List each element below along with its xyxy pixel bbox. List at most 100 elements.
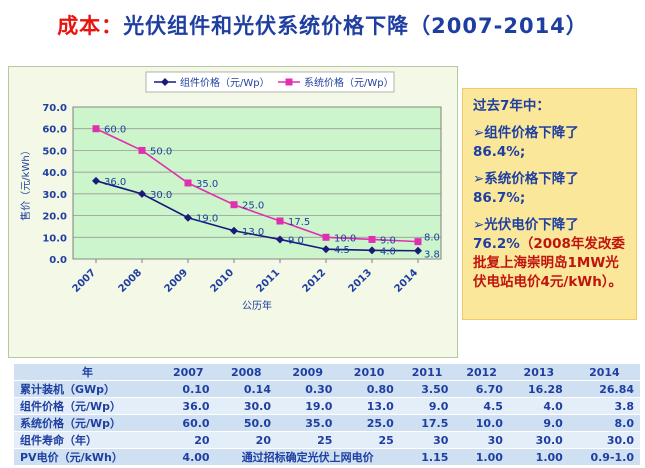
legend-box [145,71,395,93]
data-label: 8.0 [424,233,440,244]
table-cell: 1.00 [508,448,569,466]
table-cell: 3.50 [399,380,455,398]
y-tick-label: 30.0 [42,190,67,201]
table-row: 组件价格（元/Wp） 36.0 30.0 19.0 13.0 9.0 4.5 4… [14,397,640,415]
x-tick-label: 2007 [71,267,98,294]
table-cell: 3.8 [568,397,640,415]
x-tick-label: 2009 [163,267,190,294]
data-label: 30.0 [150,190,172,201]
data-label: 4.5 [334,245,350,256]
table-header-cell: 2012 [454,364,509,381]
table-cell: 30.0 [508,431,569,449]
table-cell: 4.00 [161,448,216,466]
chart-svg: 0.0 10.0 20.0 30.0 40.0 50.0 60.0 70.0 2007 2008 2… [19,71,442,312]
series-line [95,127,419,243]
table-cell: 0.14 [215,380,277,398]
table-cell: 8.0 [568,414,640,432]
table-header-cell: 2011 [399,364,455,381]
table-cell: 60.0 [161,414,216,432]
row-label: 组件寿命（年） [14,431,162,449]
data-point [322,233,330,241]
table-cell: 19.0 [276,397,339,415]
row-label: 组件价格（元/Wp） [14,397,162,415]
table-cell: 50.0 [215,414,277,432]
legend-label: 系统价格（元/Wp） [304,76,394,89]
title-rest: 光伏组件和光伏系统价格下降（2007-2014） [123,14,588,38]
data-point [322,245,330,254]
table-cell: 16.28 [508,380,569,398]
y-tick-label: 0.0 [49,255,67,266]
y-tick-label: 70.0 [42,103,67,114]
data-label: 60.0 [104,125,126,136]
row-label: PV电价（元/kWh） [14,448,162,466]
x-tick-label: 2012 [301,267,328,294]
x-tick-label: 2008 [117,267,144,294]
row-label: 系统价格（元/Wp） [14,414,162,432]
table-cell: 9.0 [508,414,569,432]
x-tick-label: 2013 [347,267,374,294]
table-row: 系统价格（元/Wp） 60.0 50.0 35.0 25.0 17.5 10.0… [14,414,640,432]
table-cell: 25 [276,431,339,449]
row-label: 累计装机（GWp） [14,380,162,398]
data-point [276,235,284,244]
data-table: 年 2007 2008 2009 2010 2011 2012 2013 201… [14,364,640,466]
y-tick-label: 20.0 [42,212,67,223]
table-cell: 6.70 [454,380,509,398]
data-point [184,179,192,187]
table-cell: 0.80 [338,380,400,398]
table-row: PV电价（元/kWh） 4.00 通过招标确定光伏上网电价 1.15 1.00 … [14,448,640,466]
table-cell: 0.10 [161,380,216,398]
table-cell: 10.0 [454,414,509,432]
table-cell: 0.30 [276,380,339,398]
table-cell: 20 [161,431,216,449]
data-label: 19.0 [196,214,218,225]
y-tick-label: 40.0 [42,168,67,179]
data-point [138,146,146,154]
data-point [414,238,422,246]
table-header-cell: 2008 [215,364,277,381]
data-label: 50.0 [150,146,172,157]
table-header-cell: 2013 [508,364,569,381]
table-cell: 25.0 [338,414,400,432]
table-header-cell: 年 [14,364,162,381]
table-row: 累计装机（GWp） 0.10 0.14 0.30 0.80 3.50 6.70 … [14,380,640,398]
table-cell: 0.9-1.0 [568,448,640,466]
table-cell: 13.0 [338,397,400,415]
table-cell: 30 [454,431,509,449]
x-tick-label: 2011 [255,267,282,294]
legend-marker [161,78,169,86]
data-label: 10.0 [334,233,356,244]
table-cell: 36.0 [161,397,216,415]
table-cell-span: 通过招标确定光伏上网电价 [215,448,400,466]
table-cell: 30.0 [215,397,277,415]
data-label: 25.0 [242,201,264,212]
data-point [92,176,100,185]
table-header-cell: 2007 [161,364,216,381]
table-header-cell: 2010 [338,364,400,381]
table-cell: 17.5 [399,414,455,432]
data-label: 9.0 [288,235,304,246]
plot-area [72,106,442,260]
note-item-2: ➢系统价格下降了 86.7%; [473,171,579,206]
table-cell: 1.00 [454,448,509,466]
y-tick-label: 50.0 [42,146,67,157]
note-heading: 过去7年中： [473,98,550,114]
note-item-3: ➢光伏电价下降了 76.2%（2008年发改委批复上海崇明岛1MW光伏电站电价4元… [473,217,625,290]
series-line [95,180,419,252]
data-point [368,246,376,255]
legend-label: 组件价格（元/Wp） [180,76,270,89]
table-cell: 25 [338,431,400,449]
table-cell: 4.5 [454,397,509,415]
table-cell: 30 [399,431,455,449]
data-point [184,213,192,222]
data-label: 9.0 [380,235,396,246]
table-cell: 9.0 [399,397,455,415]
y-tick-label: 60.0 [42,125,67,136]
table-cell: 30.0 [568,431,640,449]
data-point [92,125,100,133]
table-header-row: 年 2007 2008 2009 2010 2011 2012 2013 201… [14,364,640,381]
x-tick-label: 2010 [209,267,236,294]
title-lead: 成本： [57,14,124,38]
y-tick-label: 10.0 [42,233,67,244]
table-header-cell: 2014 [568,364,640,381]
